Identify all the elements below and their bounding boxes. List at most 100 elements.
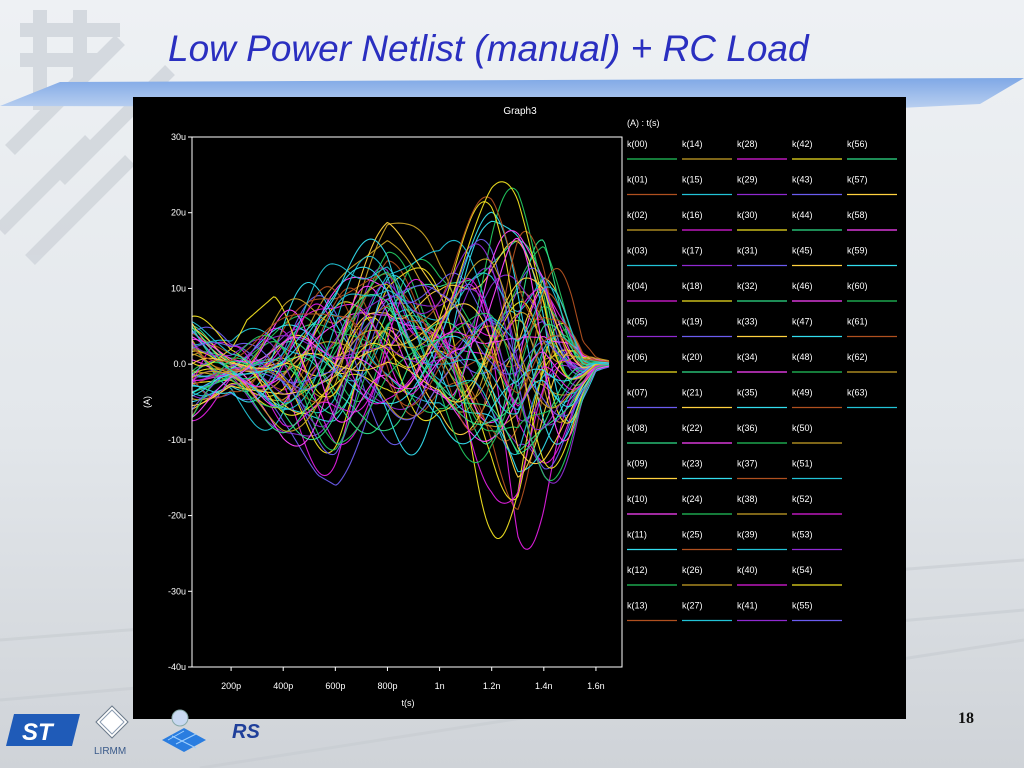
y-tick-label: 20u	[171, 208, 186, 218]
waveform-k(46)	[192, 331, 610, 390]
waveform-k(28)	[192, 287, 610, 395]
waveform-k(56)	[192, 293, 610, 434]
legend-label: k(21)	[682, 388, 703, 398]
x-tick-label: 400p	[273, 681, 293, 691]
legend-label: k(57)	[847, 175, 868, 185]
x-tick-label: 1.2n	[483, 681, 501, 691]
x-tick-label: 1.4n	[535, 681, 553, 691]
waveform-k(41)	[192, 274, 609, 382]
y-tick-label: 10u	[171, 283, 186, 293]
legend-label: k(33)	[737, 317, 758, 327]
legend-label: k(59)	[847, 246, 868, 256]
legend-label: k(12)	[627, 565, 648, 575]
legend-label: k(11)	[627, 530, 647, 540]
legend-label: k(05)	[627, 317, 648, 327]
svg-text:ST: ST	[22, 719, 55, 746]
legend-label: k(49)	[792, 388, 813, 398]
legend-label: k(03)	[627, 246, 648, 256]
legend-label: k(29)	[737, 175, 758, 185]
legend-label: k(50)	[792, 423, 813, 433]
waveform-k(48)	[192, 271, 610, 464]
y-tick-label: 30u	[171, 132, 186, 142]
waveform-k(43)	[192, 319, 610, 421]
waveform-k(62)	[192, 258, 609, 432]
footer-logos: ST LIRMM RS	[6, 705, 260, 757]
waveform-k(54)	[192, 181, 609, 398]
svg-text:RS: RS	[232, 721, 260, 743]
y-axis-label: (A)	[142, 396, 152, 408]
legend-label: k(31)	[737, 246, 758, 256]
y-tick-label: -40u	[168, 662, 186, 672]
svg-text:LIRMM: LIRMM	[94, 746, 126, 757]
legend-label: k(22)	[682, 423, 703, 433]
legend: k(00) k(01) k(02) k(03) k(04) k(05) k(06) k(07)…	[627, 139, 897, 622]
waveform-k(26)	[192, 240, 610, 428]
legend-label: k(45)	[792, 246, 813, 256]
legend-label: k(07)	[627, 388, 648, 398]
legend-label: k(62)	[847, 352, 868, 362]
waveform-k(30)	[192, 301, 610, 424]
legend-label: k(41)	[737, 601, 758, 611]
waveform-k(10)	[192, 288, 610, 424]
legend-label: k(51)	[792, 459, 813, 469]
waveform-k(52)	[192, 278, 610, 407]
waveform-k(59)	[192, 266, 610, 445]
y-tick-label: 0.0	[173, 359, 186, 369]
legend-label: k(13)	[627, 601, 648, 611]
legend-label: k(63)	[847, 388, 868, 398]
legend-label: k(17)	[682, 246, 703, 256]
waveform-k(22)	[192, 230, 610, 407]
legend-label: k(34)	[737, 352, 758, 362]
legend-label: k(56)	[847, 139, 868, 149]
legend-label: k(53)	[792, 530, 813, 540]
waveform-k(35)	[192, 211, 610, 445]
legend-label: k(30)	[737, 210, 758, 220]
legend-label: k(28)	[737, 139, 758, 149]
waveform-k(42)	[192, 201, 610, 469]
legend-label: k(60)	[847, 281, 868, 291]
waveform-k(57)	[192, 277, 610, 403]
chip-logo-icon	[162, 709, 206, 752]
waveform-k(53)	[192, 243, 609, 431]
x-tick-label: 200p	[221, 681, 241, 691]
legend-label: k(02)	[627, 210, 648, 220]
y-tick-label: -30u	[168, 586, 186, 596]
legend-label: k(35)	[737, 388, 758, 398]
plot-frame	[191, 136, 623, 668]
legend-label: k(47)	[792, 317, 813, 327]
legend-label: k(44)	[792, 210, 813, 220]
legend-label: k(20)	[682, 352, 703, 362]
legend-header: (A) : t(s)	[627, 118, 660, 128]
x-tick-label: 1n	[435, 681, 445, 691]
y-tick-label: -10u	[168, 435, 186, 445]
legend-label: k(04)	[627, 281, 648, 291]
legend-label: k(09)	[627, 459, 648, 469]
legend-label: k(16)	[682, 210, 703, 220]
y-tick-label: -20u	[168, 511, 186, 521]
lirmm-logo-icon: LIRMM	[94, 705, 129, 757]
waveform-k(58)	[192, 237, 610, 442]
waveform-k(12)	[192, 246, 609, 385]
waveform-k(11)	[192, 220, 610, 456]
legend-label: k(14)	[682, 139, 703, 149]
x-tick-label: 800p	[377, 681, 397, 691]
chart-title: Graph3	[503, 106, 537, 117]
legend-label: k(43)	[792, 175, 813, 185]
legend-label: k(55)	[792, 601, 813, 611]
legend-label: k(38)	[737, 494, 758, 504]
legend-label: k(39)	[737, 530, 758, 540]
legend-label: k(61)	[847, 317, 868, 327]
waveform-k(33)	[192, 221, 610, 478]
legend-label: k(00)	[627, 139, 648, 149]
cnrs-logo-icon: RS	[232, 721, 260, 743]
legend-label: k(46)	[792, 281, 813, 291]
x-tick-label: 600p	[325, 681, 345, 691]
waveform-k(39)	[192, 263, 610, 456]
page-number: 18	[958, 710, 974, 727]
legend-label: k(25)	[682, 530, 703, 540]
waveform-k(27)	[192, 272, 610, 382]
plot-panel: Graph3 30u 20u 10u 0.0 -10u -20u -30u -40u 200p 4…	[133, 97, 906, 719]
waveform-k(61)	[192, 313, 610, 407]
legend-label: k(32)	[737, 281, 758, 291]
waveform-k(16)	[192, 327, 610, 464]
